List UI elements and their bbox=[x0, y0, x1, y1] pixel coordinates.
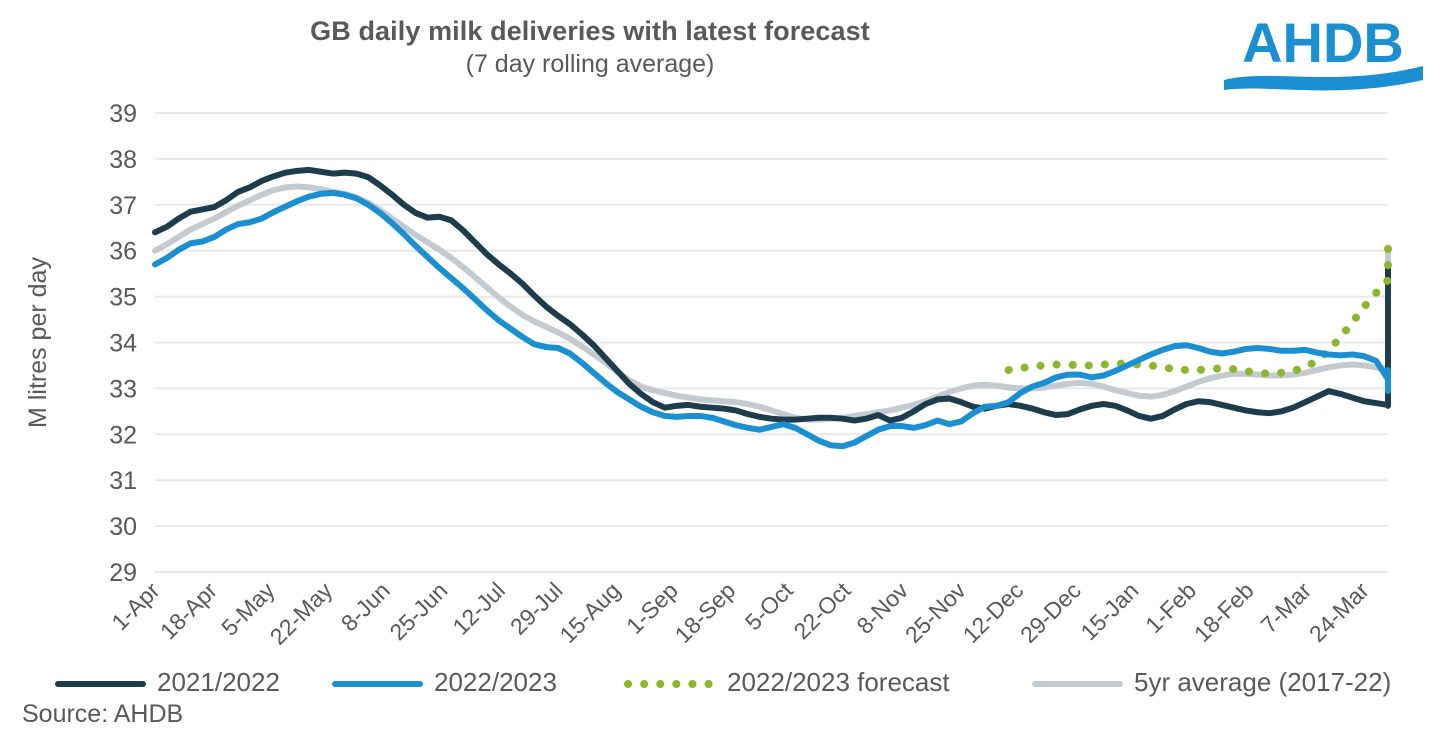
x-axis-tick: 15-Aug bbox=[554, 577, 625, 648]
legend-label: 5yr average (2017-22) bbox=[1134, 667, 1391, 697]
x-axis-tick: 15-Jan bbox=[1075, 577, 1143, 645]
x-axis-tick: 18-Feb bbox=[1189, 577, 1259, 647]
y-axis-tick: 29 bbox=[109, 559, 137, 587]
chart-title-block: GB daily milk deliveries with latest for… bbox=[0, 14, 1180, 80]
y-axis-tick: 37 bbox=[109, 192, 137, 220]
legend-label: 2022/2023 bbox=[434, 667, 557, 697]
x-axis-tick: 22-Oct bbox=[788, 577, 856, 645]
x-axis-tick: 18-Apr bbox=[155, 577, 222, 644]
chart-legend: 2021/2022 2022/2023 2022/2023 forecast 5yr … bbox=[55, 667, 1391, 697]
ahdb-logo: AHDB bbox=[1224, 11, 1423, 91]
x-axis-tick: 18-Sep bbox=[670, 577, 741, 648]
data-series-group bbox=[152, 166, 1392, 450]
y-axis-tick: 38 bbox=[109, 146, 137, 174]
y-axis-tick: 36 bbox=[109, 238, 137, 266]
y-axis-tick: 33 bbox=[109, 375, 137, 403]
series-line bbox=[1004, 244, 1392, 378]
y-axis-tick: 31 bbox=[109, 467, 137, 495]
x-axis-tick: 12-Jul bbox=[447, 577, 510, 640]
series-line bbox=[152, 166, 1391, 424]
x-axis-tick: 12-Dec bbox=[957, 577, 1028, 648]
gridlines bbox=[155, 112, 1388, 573]
x-axis-tick: 22-May bbox=[265, 577, 338, 650]
y-axis-label: M litres per day bbox=[24, 257, 52, 428]
source-label: Source: AHDB bbox=[22, 700, 184, 728]
y-axis-tick: 35 bbox=[109, 284, 137, 312]
y-axis-tick: 30 bbox=[109, 513, 137, 541]
series-line bbox=[152, 189, 1391, 450]
ahdb-logo-text: AHDB bbox=[1242, 11, 1404, 74]
ahdb-wave-icon bbox=[1224, 66, 1423, 91]
legend-label: 2022/2023 forecast bbox=[727, 667, 950, 697]
y-axis-tick: 34 bbox=[109, 330, 137, 358]
y-axis-tick-labels: 29 30 31 32 33 34 35 36 37 38 39 bbox=[109, 100, 137, 587]
y-axis-tick: 39 bbox=[109, 100, 137, 128]
y-axis-tick: 32 bbox=[109, 421, 137, 449]
x-axis-tick-labels: 1-Apr18-Apr5-May22-May8-Jun25-Jun12-Jul2… bbox=[106, 577, 1374, 650]
x-axis-tick: 25-Jun bbox=[384, 577, 452, 645]
page-title: GB daily milk deliveries with latest for… bbox=[310, 16, 870, 46]
chart-subtitle: (7 day rolling average) bbox=[465, 50, 715, 78]
series-line bbox=[152, 183, 1391, 423]
y-axis-title: M litres per day bbox=[24, 257, 52, 428]
x-axis-tick: 25-Nov bbox=[900, 577, 971, 648]
legend-label: 2021/2022 bbox=[157, 667, 280, 697]
x-axis-tick: 29-Dec bbox=[1015, 577, 1086, 648]
x-axis-tick: 24-Mar bbox=[1304, 577, 1374, 647]
